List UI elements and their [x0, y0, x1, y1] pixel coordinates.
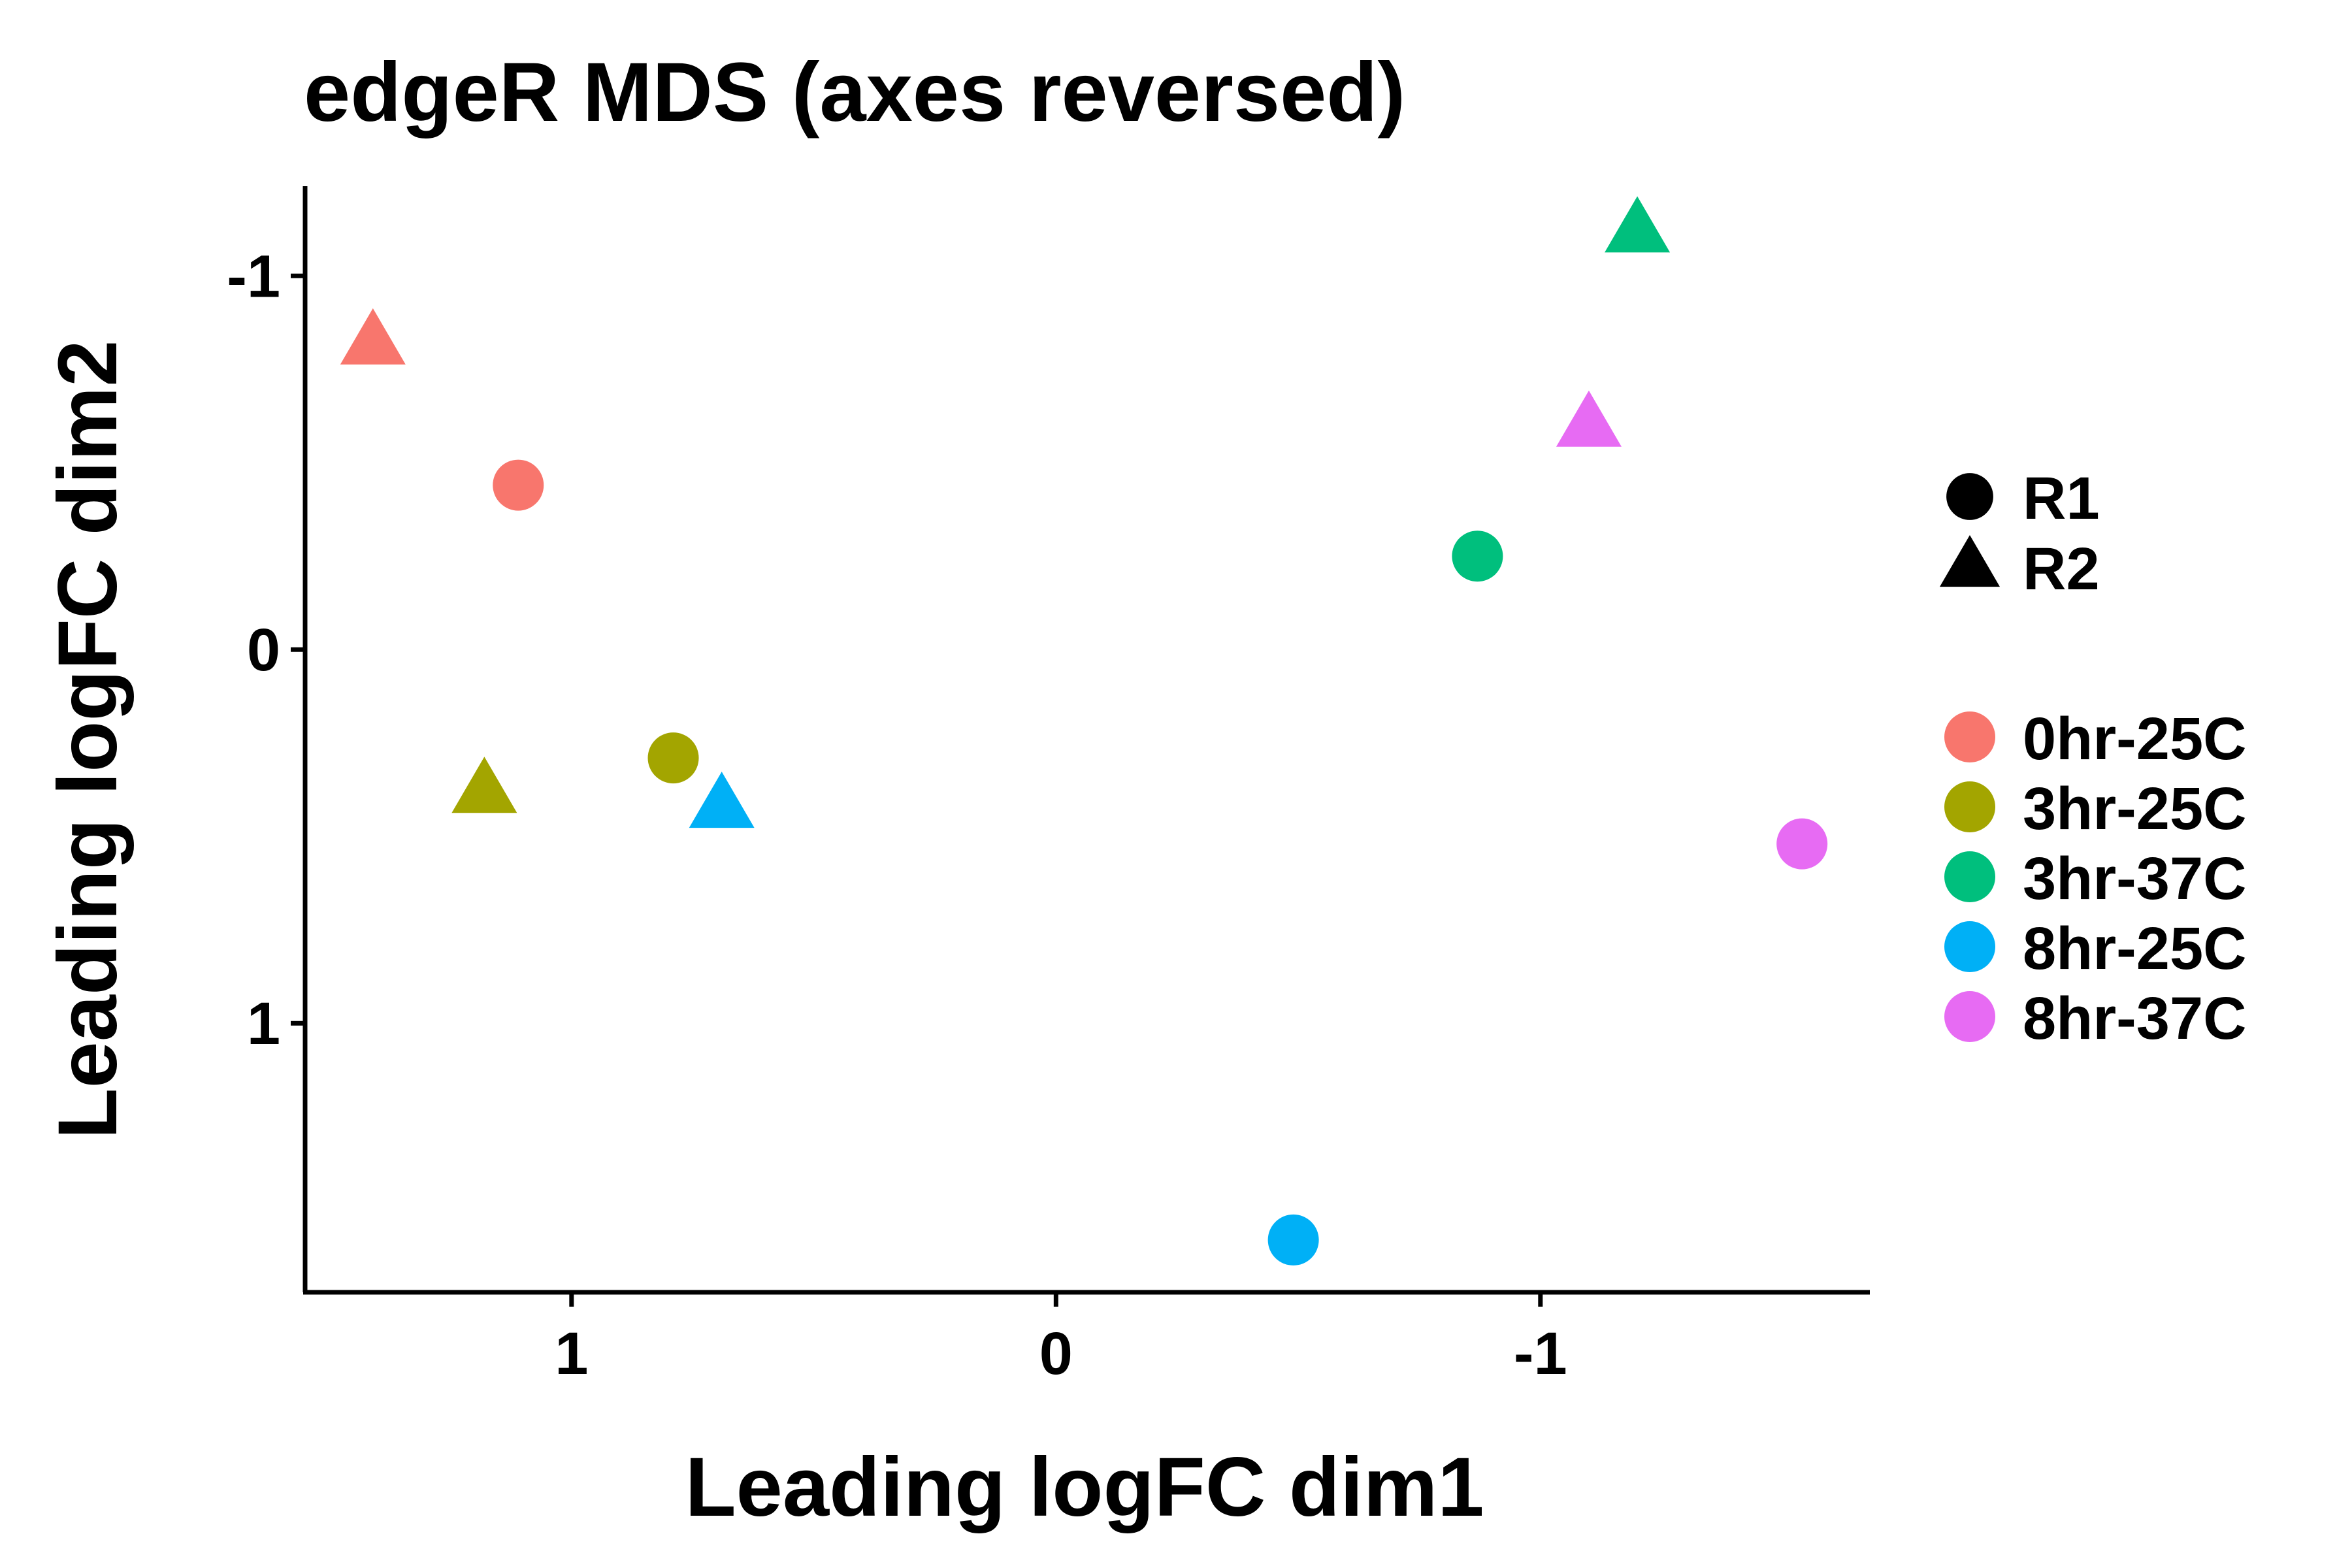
- point-0hr-25c-r1: [493, 459, 544, 511]
- color-legend-label: 8hr-25C: [2023, 915, 2247, 982]
- legend-color-key: [1944, 711, 1995, 762]
- point-8hr-37c-r1: [1776, 818, 1828, 870]
- chart-title: edgeR MDS (axes reversed): [304, 46, 1405, 139]
- color-legend-label: 3hr-25C: [2023, 776, 2247, 842]
- x-tick-label: 1: [555, 1320, 588, 1387]
- legend-color-key: [1944, 991, 1995, 1042]
- x-axis-title: Leading logFC dim1: [685, 1441, 1484, 1534]
- legend-circle-key: [1946, 473, 1993, 520]
- legend-color-key: [1944, 851, 1995, 902]
- color-legend-label: 3hr-37C: [2023, 845, 2247, 912]
- legend-color-key: [1944, 781, 1995, 832]
- y-ticks: -1 0 1: [227, 243, 305, 1057]
- x-tick-label: -1: [1514, 1320, 1567, 1387]
- plot-area: 1 0 -1 -1 0 1: [227, 186, 1870, 1387]
- legend-triangle-key: [1940, 534, 2000, 587]
- point-8hr-37c-r2: [1556, 390, 1622, 447]
- shape-legend-label: R2: [2023, 536, 2100, 602]
- x-ticks: 1 0 -1: [555, 1292, 1567, 1387]
- shape-legend-label: R1: [2023, 465, 2100, 532]
- point-3hr-37c-r1: [1452, 531, 1503, 582]
- point-3hr-25c-r1: [647, 732, 699, 784]
- y-tick-label: 0: [247, 617, 280, 683]
- y-tick-label: 1: [247, 990, 280, 1057]
- point-3hr-37c-r2: [1605, 196, 1671, 253]
- y-tick-label: -1: [227, 243, 280, 310]
- color-legend-label: 8hr-37C: [2023, 985, 2247, 1052]
- point-8hr-25c-r1: [1267, 1214, 1319, 1266]
- x-tick-label: 0: [1039, 1320, 1073, 1387]
- point-3hr-25c-r2: [451, 757, 517, 813]
- legend-color-key: [1944, 921, 1995, 972]
- y-axis-title: Leading logFC dim2: [41, 340, 135, 1139]
- color-legend-label: 0hr-25C: [2023, 706, 2247, 772]
- point-8hr-25c-r2: [689, 772, 755, 828]
- point-0hr-25c-r2: [340, 308, 406, 365]
- data-points: [340, 196, 1828, 1266]
